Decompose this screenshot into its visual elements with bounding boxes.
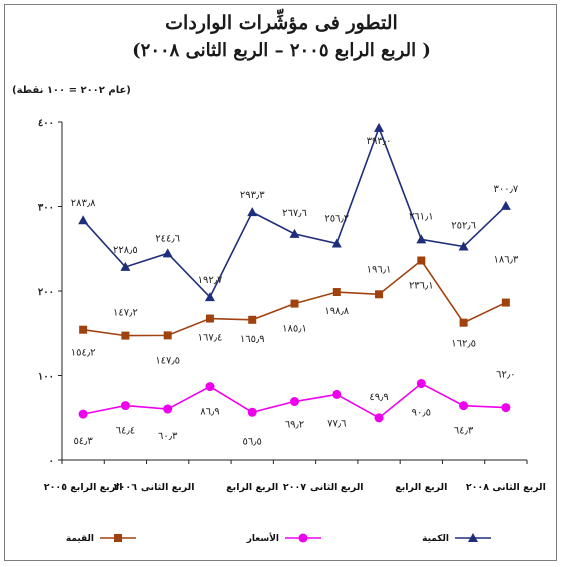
data-point-value xyxy=(79,325,88,334)
y-tick-label: ١٠٠ xyxy=(38,372,54,383)
data-point-prices xyxy=(163,404,173,414)
data-point-prices xyxy=(290,397,299,407)
data-point-prices xyxy=(247,407,257,417)
data-point-prices xyxy=(78,409,88,419)
data-point-value xyxy=(290,299,299,308)
x-tick-label: ٢٠٠٦ xyxy=(114,482,137,493)
legend-marker-prices xyxy=(298,533,308,543)
data-label-quantity: ٢٨٣٫٨ xyxy=(71,198,96,209)
chart-frame xyxy=(4,4,557,561)
legend: الكمية الأسعار القيمة xyxy=(66,532,491,544)
data-point-value xyxy=(459,318,468,327)
data-label-value: ١٤٧٫٢ xyxy=(113,308,138,319)
data-label-prices: ٥٦٫٥ xyxy=(243,436,262,447)
data-point-prices xyxy=(205,382,215,392)
data-point-prices xyxy=(374,413,384,423)
data-label-prices: ٥٤٫٣ xyxy=(73,436,93,447)
data-label-quantity: ٢٥٢٫٦ xyxy=(451,221,476,232)
legend-marker-quantity xyxy=(468,533,478,542)
chart-title: التطور فى مؤشِّرات الواردات xyxy=(165,12,398,34)
data-point-quantity xyxy=(289,228,300,238)
data-point-quantity xyxy=(331,238,342,248)
data-point-value xyxy=(501,298,510,307)
data-point-quantity xyxy=(162,248,173,258)
data-labels: ٢٨٣٫٨ ٢٢٨٫٥ ٢٤٤٫٦ ١٩٢٫٧ ٢٩٣٫٣ ٢٦٧٫٦ ٢٥٦٫٢ ٣٩٣٫٠… xyxy=(71,136,519,447)
data-label-prices: ٦٢٫٠ xyxy=(496,370,515,381)
data-label-value: ١٤٧٫٥ xyxy=(155,355,180,366)
data-point-quantity xyxy=(500,200,511,210)
data-label-quantity: ٢٦٧٫٦ xyxy=(282,208,307,219)
data-point-quantity xyxy=(416,234,427,244)
data-point-quantity xyxy=(247,207,258,217)
data-point-quantity xyxy=(458,241,469,251)
data-point-quantity xyxy=(204,292,215,302)
series-markers xyxy=(78,122,511,423)
data-point-prices xyxy=(332,389,342,399)
legend-marker-value xyxy=(114,534,122,542)
data-point-value xyxy=(248,315,257,324)
y-tick-label: ٢٠٠ xyxy=(38,287,54,298)
data-label-value: ١٦٥٫٩ xyxy=(240,334,265,345)
data-point-prices xyxy=(459,401,469,411)
data-label-prices: ٨٦٫٩ xyxy=(200,407,219,418)
x-tick-label: الربع الرابع ٢٠٠٥ xyxy=(44,482,123,493)
y-tick-label: ٤٠٠ xyxy=(38,118,54,129)
data-point-value xyxy=(375,290,384,299)
data-label-value: ١٨٥٫١ xyxy=(282,324,307,335)
data-label-value: ١٥٤٫٢ xyxy=(71,348,96,359)
data-point-quantity xyxy=(120,261,131,271)
x-tick-label: الربع الثانى xyxy=(141,482,195,493)
data-label-quantity: ٣٩٣٫٠ xyxy=(367,136,392,147)
x-tick-label: ٢٠٠٧ xyxy=(283,482,306,493)
y-tick-label: ٠ xyxy=(49,456,54,467)
data-label-prices: ٦٤٫٤ xyxy=(116,426,135,437)
data-label-value: ١٦٢٫٥ xyxy=(451,339,476,350)
data-label-value: ١٩٦٫١ xyxy=(367,264,392,275)
data-label-prices: ٤٩٫٩ xyxy=(369,392,388,403)
data-point-value xyxy=(163,331,172,340)
x-tick-label: الربع الرابع xyxy=(395,482,447,493)
data-label-value: ١٦٧٫٤ xyxy=(198,333,223,344)
data-point-quantity xyxy=(374,122,385,132)
series-lines xyxy=(82,125,507,419)
legend-label-prices: الأسعار xyxy=(246,532,279,544)
data-label-quantity: ١٩٢٫٧ xyxy=(198,275,223,286)
data-label-prices: ٦٤٫٣ xyxy=(454,426,474,437)
data-point-prices xyxy=(416,379,426,389)
data-label-value: ٢٣٦٫١ xyxy=(409,280,434,291)
data-label-quantity: ٢٢٨٫٥ xyxy=(113,245,138,256)
chart-subtitle: ( الربع الرابع ٢٠٠٥ – الربع الثانى ٢٠٠٨) xyxy=(132,40,431,61)
x-tick-label: الربع الثانى ٢٠٠٨ xyxy=(466,482,546,493)
data-label-prices: ٧٧٫٦ xyxy=(327,418,346,429)
data-point-quantity xyxy=(78,215,89,225)
data-point-value xyxy=(121,331,130,340)
data-point-value xyxy=(417,256,426,265)
data-point-value xyxy=(205,314,214,323)
x-tick-label: الربع الرابع xyxy=(226,482,278,493)
data-label-quantity: ٢٥٦٫٢ xyxy=(324,214,349,225)
data-point-prices xyxy=(120,401,130,411)
data-label-quantity: ٢٤٤٫٦ xyxy=(155,233,180,244)
x-tick-label: الربع الثانى xyxy=(310,482,364,493)
data-label-value: ١٨٦٫٣ xyxy=(493,255,518,266)
data-point-prices xyxy=(501,403,511,413)
data-label-prices: ٦٠٫٣ xyxy=(158,431,178,442)
y-tick-label: ٣٠٠ xyxy=(38,203,54,214)
data-label-value: ١٩٨٫٨ xyxy=(324,306,349,317)
legend-label-quantity: الكمية xyxy=(422,534,449,544)
axes: ٠ ١٠٠ ٢٠٠ ٣٠٠ ٤٠٠ الربع الثانى ٢٠٠٨ الربع الرا… xyxy=(38,118,546,493)
legend-label-value: القيمة xyxy=(66,534,94,544)
data-point-value xyxy=(332,288,341,297)
base-year-note: (عام ٢٠٠٢ = ١٠٠ نقطة) xyxy=(12,85,131,96)
data-label-quantity: ٣٠٠٫٧ xyxy=(493,184,518,195)
data-label-prices: ٩٠٫٥ xyxy=(412,408,431,419)
data-label-prices: ٦٩٫٢ xyxy=(285,420,304,431)
data-label-quantity: ٢٦١٫١ xyxy=(409,211,434,222)
data-label-quantity: ٢٩٣٫٣ xyxy=(240,190,265,201)
